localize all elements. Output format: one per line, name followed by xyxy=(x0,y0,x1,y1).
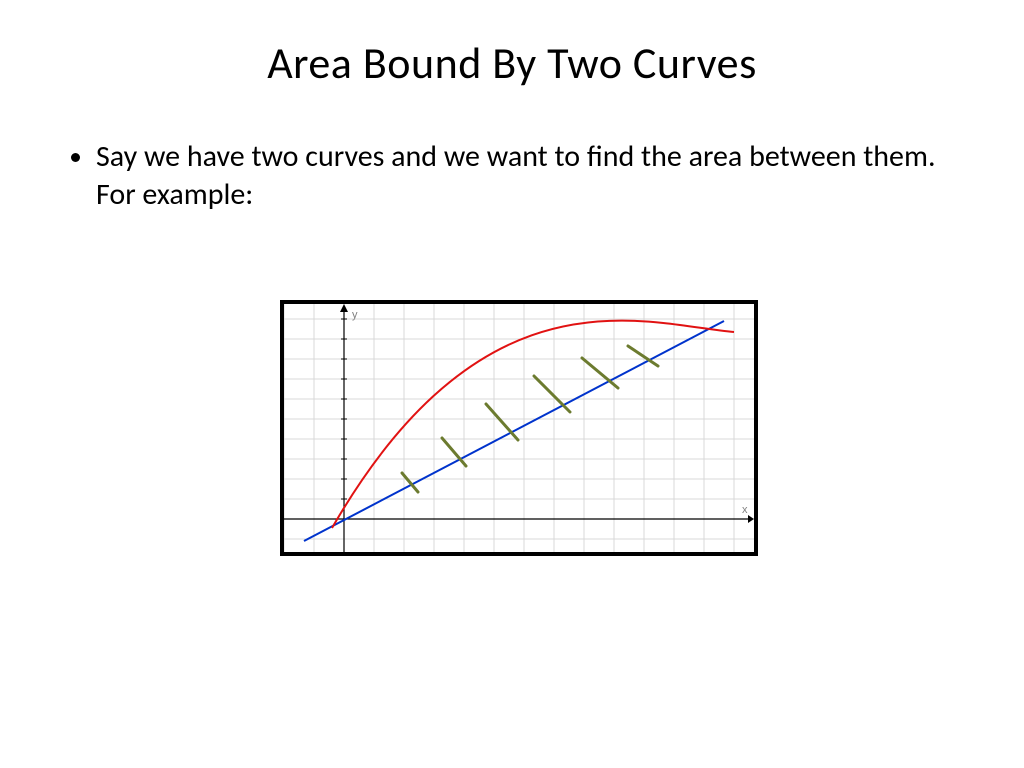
slide: Area Bound By Two Curves Say we have two… xyxy=(0,0,1024,768)
bullet-item: Say we have two curves and we want to fi… xyxy=(96,138,954,215)
svg-text:x: x xyxy=(742,504,748,516)
area-between-curves-chart: xy xyxy=(284,304,754,552)
chart-frame: xy xyxy=(280,300,758,556)
slide-title: Area Bound By Two Curves xyxy=(0,0,1024,90)
svg-text:y: y xyxy=(352,309,358,321)
slide-body: Say we have two curves and we want to fi… xyxy=(0,90,1024,215)
